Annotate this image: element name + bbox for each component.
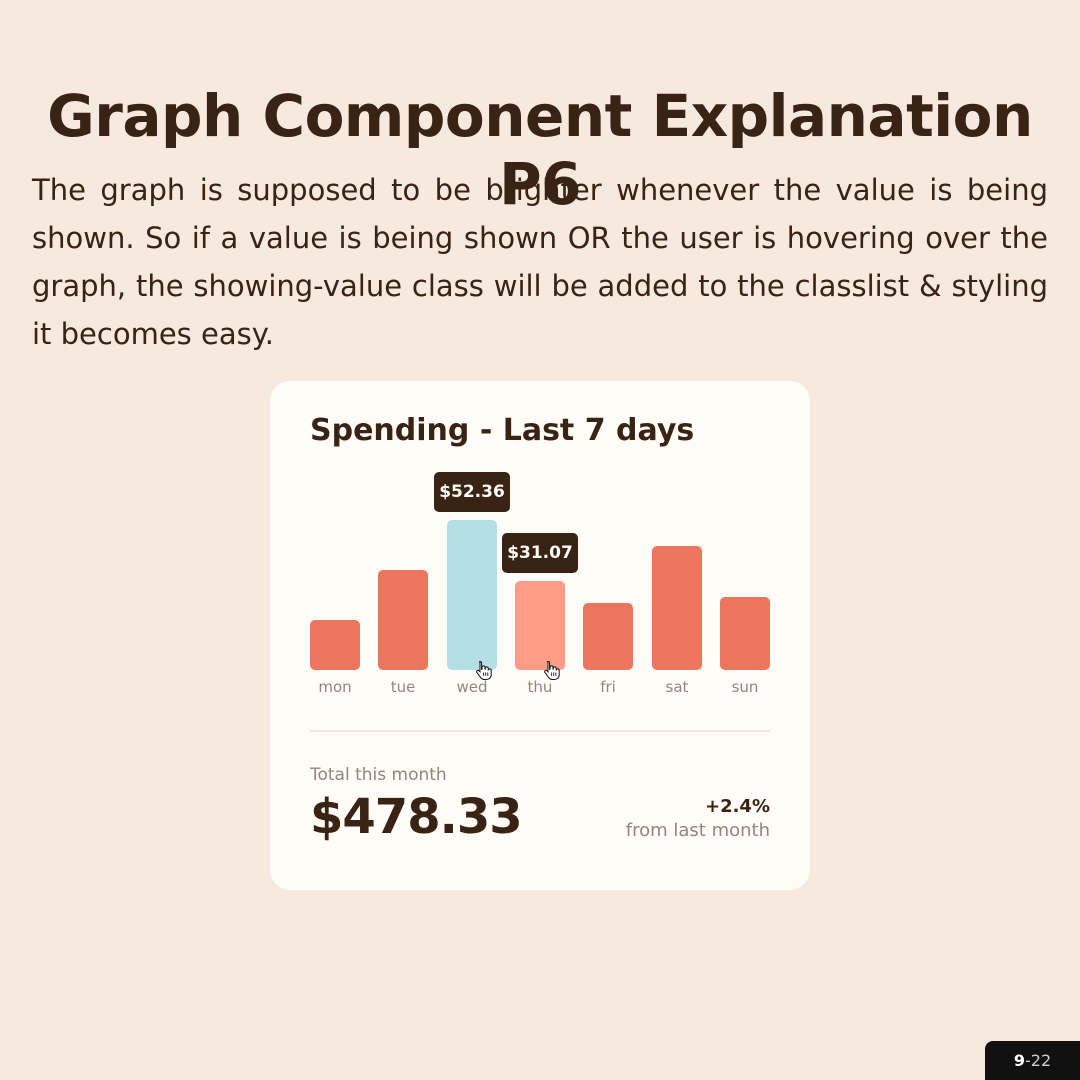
hand-cursor-icon bbox=[476, 660, 492, 680]
bar-mon[interactable] bbox=[310, 620, 360, 670]
day-label-wed: wed bbox=[456, 678, 488, 696]
change-percent: +2.4% bbox=[704, 796, 770, 817]
divider bbox=[310, 730, 770, 732]
total-value: $478.33 bbox=[310, 789, 523, 845]
total-label: Total this month bbox=[310, 765, 447, 785]
day-label-tue: tue bbox=[390, 678, 416, 696]
bar-thu[interactable] bbox=[515, 581, 565, 670]
spending-bar-chart: mon tue wed $52.36 thu $31.07 fri sat sun bbox=[310, 470, 770, 700]
value-tooltip-wed: $52.36 bbox=[434, 472, 510, 512]
bar-tue[interactable] bbox=[378, 570, 428, 670]
spending-card: Spending - Last 7 days mon tue wed $52.36 th… bbox=[270, 381, 810, 890]
hand-cursor-icon bbox=[544, 660, 560, 680]
day-label-sat: sat bbox=[665, 678, 689, 696]
day-label-thu: thu bbox=[527, 678, 553, 696]
day-label-fri: fri bbox=[600, 678, 616, 696]
slide-title: Graph Component Explanation P6 bbox=[47, 82, 1033, 218]
bar-sun[interactable] bbox=[720, 597, 770, 670]
slide-description: The graph is supposed to be brighter whe… bbox=[32, 173, 1048, 351]
page-total: -22 bbox=[1025, 1051, 1052, 1070]
bar-fri[interactable] bbox=[583, 603, 633, 670]
card-title: Spending - Last 7 days bbox=[310, 413, 695, 448]
day-label-mon: mon bbox=[318, 678, 352, 696]
page-current: 9 bbox=[1013, 1051, 1025, 1070]
change-label: from last month bbox=[625, 820, 770, 841]
bar-sat[interactable] bbox=[652, 546, 702, 670]
value-tooltip-thu: $31.07 bbox=[502, 533, 578, 573]
page-number: 9-22 bbox=[985, 1041, 1080, 1080]
day-label-sun: sun bbox=[731, 678, 759, 696]
bar-wed[interactable] bbox=[447, 520, 497, 670]
